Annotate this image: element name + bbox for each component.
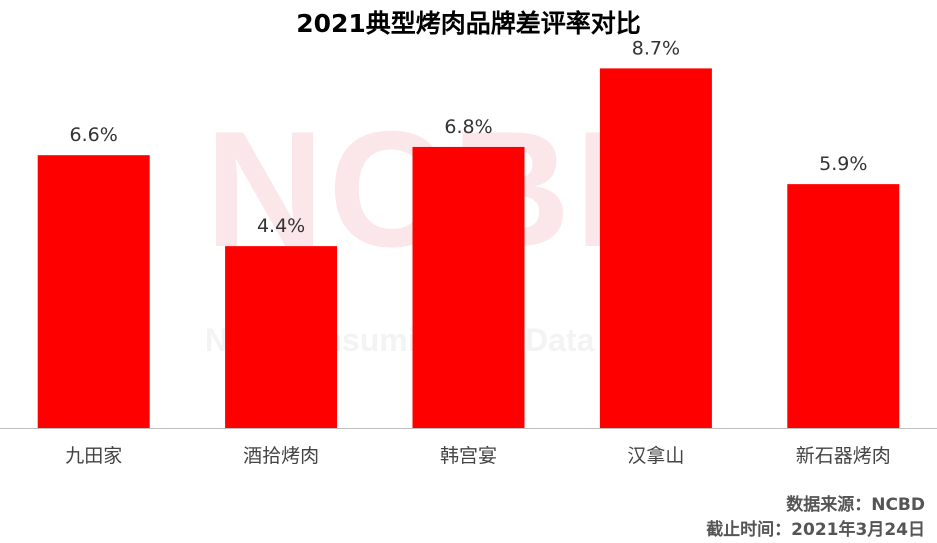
chart-title: 2021典型烤肉品牌差评率对比 [296,9,641,38]
bar [37,155,150,428]
category-label: 汉拿山 [627,444,684,467]
category-label: 新石器烤肉 [796,445,891,467]
source-line: 数据来源：NCBD [786,495,925,515]
bar [225,246,338,428]
category-label: 九田家 [65,445,122,467]
data-label: 5.9% [819,153,867,175]
data-label: 4.4% [257,215,305,237]
category-label: 酒拾烤肉 [243,445,319,467]
data-label: 6.8% [444,116,492,138]
data-label: 8.7% [632,37,680,59]
cutoff-date-line: 截止时间：2021年3月24日 [706,520,925,540]
source-note: 数据来源：NCBD 截止时间：2021年3月24日 [706,493,925,543]
category-label: 韩宫宴 [440,444,497,467]
bar [787,184,900,428]
bar [599,68,712,429]
data-label: 6.6% [70,124,118,146]
bar [412,146,525,428]
